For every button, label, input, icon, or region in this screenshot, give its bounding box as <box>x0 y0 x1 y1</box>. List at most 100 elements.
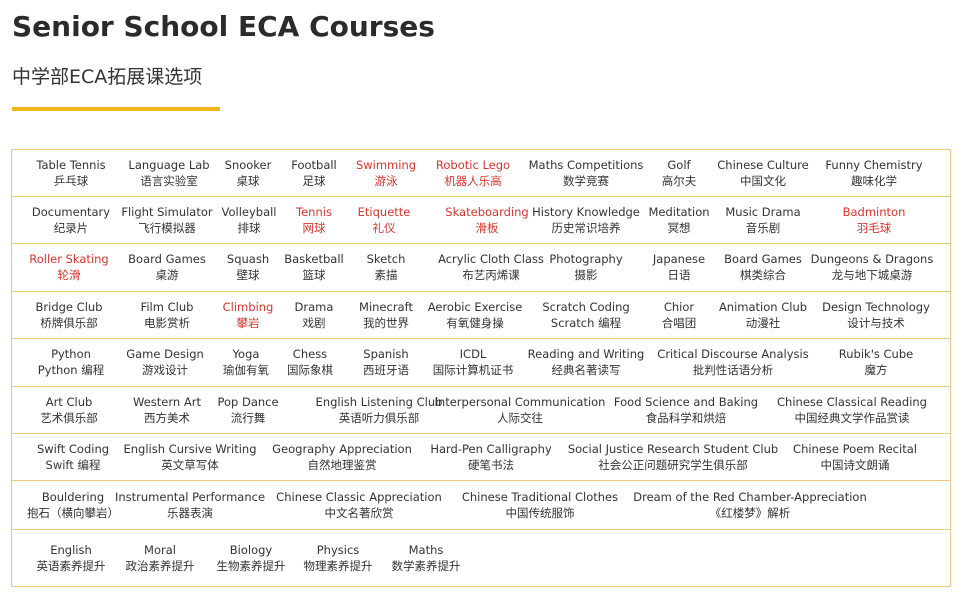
course-name-english: Food Science and Baking <box>613 394 759 409</box>
course-item: Bouldering 抱石（横向攀岩） <box>27 481 119 529</box>
course-name-english: Board Games <box>724 252 802 266</box>
course-name-chinese: 西班牙语 <box>363 363 409 377</box>
course-item: Moral 政治素养提升 <box>126 530 195 587</box>
course-name-chinese: 有氧健身操 <box>446 315 504 330</box>
course-name-chinese: 魔方 <box>864 363 888 377</box>
course-name-english: Table Tennis <box>36 157 106 172</box>
course-name-chinese: 国际象棋 <box>287 363 333 377</box>
course-name-english: Dungeons & Dragons <box>810 252 934 266</box>
course-name-chinese: 流行舞 <box>230 410 266 425</box>
course-name-english: Maths <box>408 543 444 557</box>
course-item: Drama 戏剧 <box>295 292 334 338</box>
course-name-english: Meditation <box>648 204 710 219</box>
course-item: Aerobic Exercise 有氧健身操 <box>428 292 523 338</box>
course-item: Golf 高尔夫 <box>662 150 697 196</box>
course-name-chinese: 中文名著欣赏 <box>324 505 394 520</box>
course-grid: Table Tennis 乒乓球 Language Lab 语言实验室 Snooker 桌… <box>11 149 951 587</box>
course-name-chinese: 人际交往 <box>496 410 543 425</box>
course-name-english: Physics <box>316 543 360 557</box>
course-name-english: Art Club <box>45 394 93 409</box>
course-name-chinese: 音乐剧 <box>745 220 781 235</box>
course-name-chinese: 瑜伽有氧 <box>223 363 269 377</box>
course-item: English Listening Club 英语听力俱乐部 <box>316 387 443 433</box>
course-name-english: Social Justice Research Student Club <box>567 441 779 456</box>
course-name-chinese: 批判性话语分析 <box>692 363 774 377</box>
course-item: Swimming 游泳 <box>356 150 416 196</box>
course-name-english: Scratch Coding <box>542 299 630 314</box>
course-name-chinese: 游泳 <box>374 173 398 188</box>
course-name-english: English Cursive Writing <box>123 441 257 456</box>
course-item: Physics 物理素养提升 <box>304 530 373 587</box>
course-name-chinese: 礼仪 <box>372 220 396 235</box>
course-name-chinese: 飞行模拟器 <box>138 220 196 235</box>
course-name-english: Football <box>291 157 337 172</box>
course-name-chinese: 设计与技术 <box>847 315 905 330</box>
course-name-chinese: 语言实验室 <box>140 173 198 188</box>
course-name-english: Climbing <box>222 299 274 314</box>
course-name-chinese: 戏剧 <box>302 315 326 330</box>
course-item: Chinese Culture 中国文化 <box>717 150 808 196</box>
course-item: Pop Dance 流行舞 <box>217 387 278 433</box>
course-row: Table Tennis 乒乓球 Language Lab 语言实验室 Snooker 桌… <box>12 150 950 197</box>
course-name-chinese: 篮球 <box>302 268 326 282</box>
course-name-english: Tennis <box>296 204 332 219</box>
course-name-english: Sketch <box>366 252 406 266</box>
course-item: Music Drama 音乐剧 <box>725 197 800 243</box>
course-name-english: Rubik's Cube <box>838 347 914 361</box>
course-name-chinese: 硬笔书法 <box>467 457 514 472</box>
course-item: Language Lab 语言实验室 <box>128 150 209 196</box>
course-name-chinese: 足球 <box>302 173 326 188</box>
course-item: Squash 壁球 <box>227 244 269 291</box>
course-item: Roller Skating 轮滑 <box>29 244 108 291</box>
course-name-english: Language Lab <box>128 157 210 172</box>
course-name-english: Robotic Lego <box>435 157 511 172</box>
course-item: Western Art 西方美术 <box>133 387 201 433</box>
course-name-chinese: 社会公正问题研究学生俱乐部 <box>598 457 748 472</box>
course-name-chinese: 布艺丙烯课 <box>462 268 520 282</box>
course-name-english: Dream of the Red Chamber-Appreciation <box>633 489 867 504</box>
course-name-english: English Listening Club <box>315 394 443 409</box>
course-name-chinese: 自然地理鉴赏 <box>307 457 377 472</box>
course-name-chinese: Scratch 编程 <box>550 315 622 330</box>
course-name-english: Chinese Classic Appreciation <box>276 489 442 504</box>
course-item: Flight Simulator 飞行模拟器 <box>121 197 212 243</box>
course-row: Roller Skating 轮滑 Board Games 桌游 Squash 壁球 Bas… <box>12 244 950 292</box>
course-row: Bridge Club 桥牌俱乐部 Film Club 电影赏析 Climbing 攀岩 D… <box>12 292 950 339</box>
course-name-chinese: 电影赏析 <box>144 315 190 330</box>
course-name-english: Game Design <box>126 347 204 361</box>
course-name-chinese: 轮滑 <box>57 268 81 282</box>
course-name-chinese: Swift 编程 <box>45 457 101 472</box>
course-name-english: Chinese Traditional Clothes <box>461 489 619 504</box>
course-item: Dream of the Red Chamber-Appreciation 《红楼… <box>633 481 867 529</box>
course-item: Geography Appreciation 自然地理鉴赏 <box>272 434 412 480</box>
course-item: Table Tennis 乒乓球 <box>36 150 105 196</box>
course-item: Design Technology 设计与技术 <box>822 292 930 338</box>
course-name-chinese: 乐器表演 <box>166 505 213 520</box>
course-item: Robotic Lego 机器人乐高 <box>436 150 510 196</box>
course-name-english: Yoga <box>232 347 260 361</box>
course-item: Etiquette 礼仪 <box>358 197 411 243</box>
course-name-chinese: 物理素养提升 <box>303 559 373 573</box>
course-name-english: Documentary <box>31 204 111 219</box>
course-item: Social Justice Research Student Club 社会公正… <box>568 434 778 480</box>
course-name-english: Basketball <box>284 252 344 266</box>
course-item: Art Club 艺术俱乐部 <box>40 387 98 433</box>
course-name-english: Film Club <box>140 299 194 314</box>
course-row: Bouldering 抱石（横向攀岩） Instrumental Performan… <box>12 481 950 530</box>
course-item: English Cursive Writing 英文草写体 <box>123 434 256 480</box>
course-name-chinese: 合唱团 <box>661 315 697 330</box>
course-name-english: Critical Discourse Analysis <box>657 347 809 361</box>
course-name-chinese: 高尔夫 <box>661 173 697 188</box>
page-subtitle: 中学部ECA拓展课选项 <box>12 66 203 88</box>
course-name-english: Geography Appreciation <box>272 441 412 456</box>
course-name-chinese: 生物素养提升 <box>216 559 286 573</box>
course-name-english: Spanish <box>363 347 409 361</box>
course-name-english: Snooker <box>224 157 272 172</box>
course-name-english: Biology <box>229 543 273 557</box>
course-name-english: Bridge Club <box>35 299 103 314</box>
course-item: ICDL 国际计算机证书 <box>433 339 514 386</box>
course-name-chinese: 桌游 <box>155 268 179 282</box>
course-name-chinese: 国际计算机证书 <box>432 363 514 377</box>
course-name-english: Moral <box>144 543 176 557</box>
course-name-english: Pop Dance <box>217 394 279 409</box>
